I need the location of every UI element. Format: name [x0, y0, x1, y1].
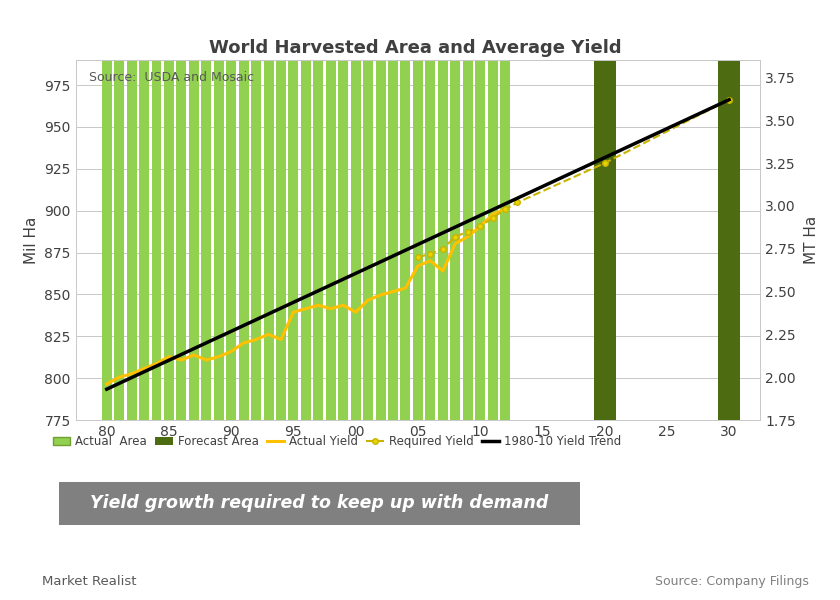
- Bar: [288, 0, 298, 420]
- Bar: [226, 0, 236, 420]
- Bar: [127, 0, 137, 420]
- Bar: [339, 0, 349, 420]
- Bar: [102, 0, 112, 420]
- Bar: [475, 0, 486, 420]
- Bar: [114, 0, 124, 420]
- Bar: [363, 0, 373, 420]
- Bar: [594, 0, 616, 420]
- Bar: [176, 0, 186, 420]
- Bar: [164, 0, 174, 420]
- Bar: [487, 0, 497, 420]
- Bar: [326, 0, 336, 420]
- Bar: [301, 0, 311, 420]
- Bar: [276, 0, 286, 420]
- Bar: [213, 0, 223, 420]
- Bar: [151, 0, 161, 420]
- Bar: [438, 0, 448, 420]
- Text: Source: Company Filings: Source: Company Filings: [655, 575, 809, 588]
- Bar: [450, 0, 460, 420]
- Y-axis label: MT Ha: MT Ha: [804, 216, 819, 264]
- Bar: [202, 0, 212, 420]
- Bar: [401, 0, 411, 420]
- FancyBboxPatch shape: [59, 482, 580, 525]
- Bar: [413, 0, 423, 420]
- Bar: [425, 0, 435, 420]
- Bar: [388, 0, 398, 420]
- Bar: [463, 0, 473, 420]
- Bar: [313, 0, 323, 420]
- Bar: [251, 0, 261, 420]
- Text: Market Realist: Market Realist: [42, 575, 136, 588]
- Bar: [350, 0, 360, 420]
- Legend: Actual  Area, Forecast Area, Actual Yield, Required Yield, 1980-10 Yield Trend: Actual Area, Forecast Area, Actual Yield…: [48, 431, 626, 453]
- Bar: [718, 0, 740, 420]
- Bar: [264, 0, 274, 420]
- Y-axis label: Mil Ha: Mil Ha: [24, 217, 39, 263]
- Bar: [239, 0, 249, 420]
- Bar: [375, 0, 386, 420]
- Text: World Harvested Area and Average Yield: World Harvested Area and Average Yield: [209, 39, 622, 57]
- Bar: [189, 0, 199, 420]
- Text: Source:  USDA and Mosaic: Source: USDA and Mosaic: [89, 71, 255, 84]
- Text: Yield growth required to keep up with demand: Yield growth required to keep up with de…: [90, 494, 549, 512]
- Bar: [500, 0, 510, 420]
- Bar: [139, 0, 149, 420]
